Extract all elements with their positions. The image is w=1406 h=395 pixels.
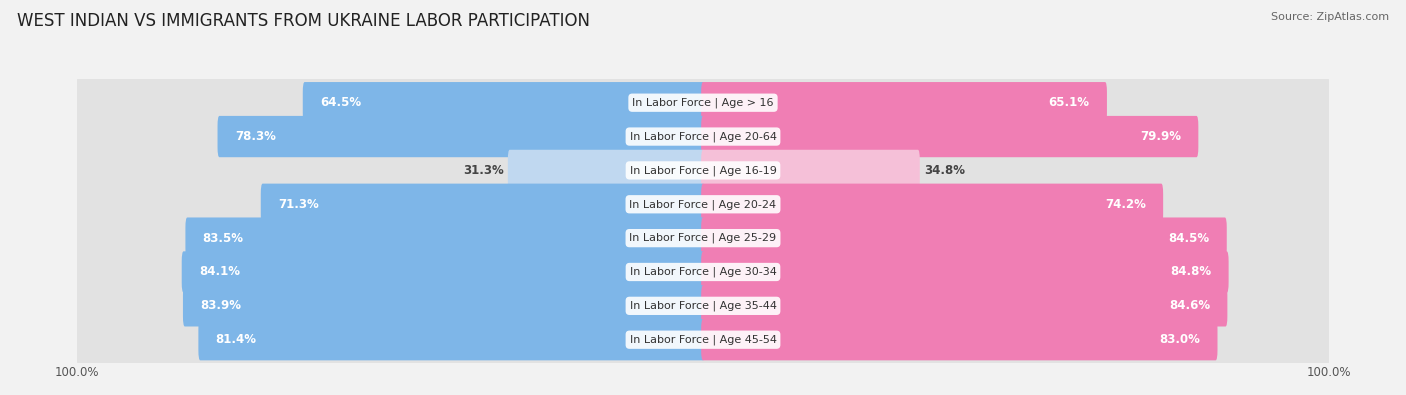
Text: 84.6%: 84.6%	[1168, 299, 1211, 312]
Text: 74.2%: 74.2%	[1105, 198, 1146, 211]
FancyBboxPatch shape	[702, 150, 920, 191]
Text: 64.5%: 64.5%	[321, 96, 361, 109]
Text: WEST INDIAN VS IMMIGRANTS FROM UKRAINE LABOR PARTICIPATION: WEST INDIAN VS IMMIGRANTS FROM UKRAINE L…	[17, 12, 591, 30]
FancyBboxPatch shape	[77, 70, 1329, 136]
Text: 78.3%: 78.3%	[235, 130, 276, 143]
FancyBboxPatch shape	[77, 273, 1329, 339]
FancyBboxPatch shape	[302, 82, 704, 123]
Text: In Labor Force | Age 45-54: In Labor Force | Age 45-54	[630, 335, 776, 345]
Text: Source: ZipAtlas.com: Source: ZipAtlas.com	[1271, 12, 1389, 22]
FancyBboxPatch shape	[77, 103, 1329, 170]
FancyBboxPatch shape	[77, 205, 1329, 271]
FancyBboxPatch shape	[260, 184, 704, 225]
Text: In Labor Force | Age 20-64: In Labor Force | Age 20-64	[630, 131, 776, 142]
FancyBboxPatch shape	[508, 150, 704, 191]
Text: In Labor Force | Age 30-34: In Labor Force | Age 30-34	[630, 267, 776, 277]
FancyBboxPatch shape	[198, 319, 704, 360]
FancyBboxPatch shape	[702, 251, 1229, 293]
FancyBboxPatch shape	[77, 307, 1329, 373]
FancyBboxPatch shape	[702, 285, 1227, 327]
Text: 34.8%: 34.8%	[924, 164, 965, 177]
FancyBboxPatch shape	[77, 239, 1329, 305]
Text: 31.3%: 31.3%	[463, 164, 503, 177]
Text: 84.5%: 84.5%	[1168, 231, 1209, 245]
Text: 71.3%: 71.3%	[278, 198, 319, 211]
FancyBboxPatch shape	[181, 251, 704, 293]
FancyBboxPatch shape	[702, 184, 1163, 225]
Text: 83.0%: 83.0%	[1160, 333, 1201, 346]
FancyBboxPatch shape	[183, 285, 704, 327]
FancyBboxPatch shape	[702, 82, 1107, 123]
FancyBboxPatch shape	[702, 116, 1198, 157]
Text: 83.9%: 83.9%	[200, 299, 242, 312]
Text: 83.5%: 83.5%	[202, 231, 243, 245]
FancyBboxPatch shape	[77, 171, 1329, 237]
Text: In Labor Force | Age 20-24: In Labor Force | Age 20-24	[630, 199, 776, 209]
Text: In Labor Force | Age > 16: In Labor Force | Age > 16	[633, 98, 773, 108]
FancyBboxPatch shape	[702, 218, 1227, 259]
Text: In Labor Force | Age 16-19: In Labor Force | Age 16-19	[630, 165, 776, 176]
Text: In Labor Force | Age 25-29: In Labor Force | Age 25-29	[630, 233, 776, 243]
Text: In Labor Force | Age 35-44: In Labor Force | Age 35-44	[630, 301, 776, 311]
FancyBboxPatch shape	[186, 218, 704, 259]
FancyBboxPatch shape	[218, 116, 704, 157]
FancyBboxPatch shape	[77, 137, 1329, 203]
Text: 79.9%: 79.9%	[1140, 130, 1181, 143]
Text: 84.8%: 84.8%	[1170, 265, 1212, 278]
Text: 84.1%: 84.1%	[200, 265, 240, 278]
FancyBboxPatch shape	[702, 319, 1218, 360]
Text: 65.1%: 65.1%	[1049, 96, 1090, 109]
Text: 81.4%: 81.4%	[215, 333, 257, 346]
